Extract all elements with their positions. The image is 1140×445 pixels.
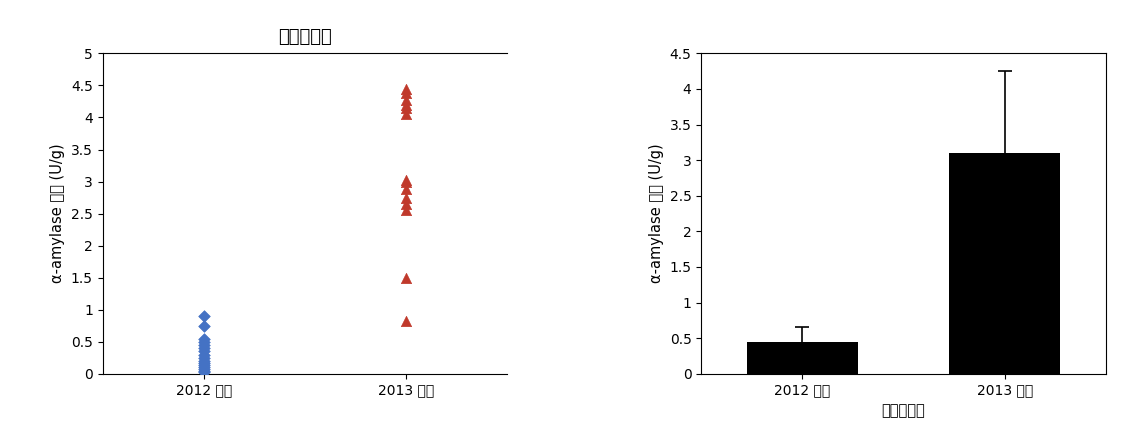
Point [195, 341, 213, 348]
Point [397, 194, 415, 201]
Point [195, 351, 213, 358]
Point [397, 318, 415, 325]
Point [397, 111, 415, 118]
Point [195, 357, 213, 364]
Point [195, 360, 213, 367]
Point [397, 274, 415, 281]
Point [195, 366, 213, 373]
Point [195, 338, 213, 345]
Point [397, 104, 415, 111]
Y-axis label: α-amylase 활성 (U/g): α-amylase 활성 (U/g) [649, 144, 663, 283]
Point [195, 312, 213, 320]
Point [397, 96, 415, 103]
Point [397, 207, 415, 214]
Point [195, 367, 213, 374]
Point [195, 322, 213, 329]
Point [397, 101, 415, 108]
Point [397, 177, 415, 184]
Point [195, 364, 213, 371]
Point [397, 89, 415, 97]
Point [397, 200, 415, 207]
Point [195, 348, 213, 355]
Point [195, 354, 213, 361]
Point [195, 344, 213, 352]
Bar [747, 343, 858, 374]
X-axis label: 싹쌓고추장: 싹쌓고추장 [881, 403, 926, 418]
Point [195, 335, 213, 342]
Y-axis label: α-amylase 활성 (U/g): α-amylase 활성 (U/g) [50, 144, 65, 283]
Point [195, 368, 213, 376]
Bar [948, 153, 1060, 374]
Point [397, 178, 415, 185]
Point [397, 186, 415, 193]
Point [195, 362, 213, 369]
Point [397, 85, 415, 92]
Title: 싹쌓고추장: 싹쌓고추장 [278, 28, 332, 46]
